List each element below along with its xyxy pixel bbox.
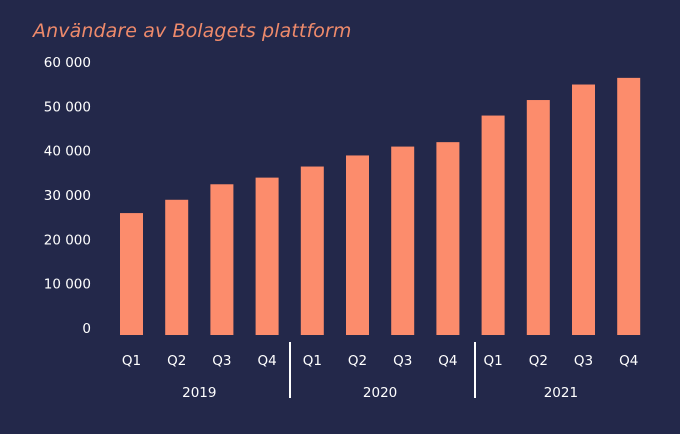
- y-tick-label: 60 000: [44, 55, 91, 71]
- x-tick-label: Q4: [619, 353, 638, 369]
- x-tick-label: Q3: [393, 353, 412, 369]
- bar: [572, 84, 595, 336]
- bar: [436, 142, 460, 335]
- y-tick-label: 30 000: [44, 188, 91, 204]
- bar: [300, 166, 324, 335]
- y-tick-label: 0: [82, 321, 91, 337]
- x-tick-label: Q4: [438, 353, 457, 369]
- year-group-label: 2020: [363, 385, 397, 401]
- y-tick-label: 40 000: [44, 144, 91, 160]
- x-tick-label: Q4: [257, 353, 276, 369]
- bar: [165, 199, 189, 335]
- bar: [526, 100, 550, 336]
- year-group-label: 2019: [182, 385, 216, 401]
- x-tick-label: Q1: [122, 353, 141, 369]
- bar: [210, 184, 234, 335]
- x-tick-label: Q2: [529, 353, 548, 369]
- chart-title: Användare av Bolagets plattform: [33, 20, 352, 42]
- y-tick-label: 20 000: [44, 232, 91, 248]
- x-tick-label: Q3: [212, 353, 231, 369]
- year-group-label: 2021: [544, 385, 578, 401]
- bar: [346, 155, 369, 335]
- bar: [481, 115, 505, 335]
- x-tick-label: Q2: [167, 353, 186, 369]
- x-tick-label: Q1: [483, 353, 502, 369]
- x-tick-label: Q1: [303, 353, 322, 369]
- bar: [391, 146, 415, 335]
- bar: [255, 177, 279, 335]
- bar: [120, 213, 143, 335]
- bar: [617, 77, 641, 335]
- y-tick-label: 50 000: [44, 99, 91, 115]
- x-tick-label: Q3: [574, 353, 593, 369]
- x-tick-label: Q2: [348, 353, 367, 369]
- y-tick-label: 10 000: [44, 277, 91, 293]
